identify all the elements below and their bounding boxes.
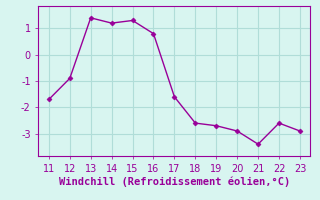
X-axis label: Windchill (Refroidissement éolien,°C): Windchill (Refroidissement éolien,°C)	[59, 176, 290, 187]
